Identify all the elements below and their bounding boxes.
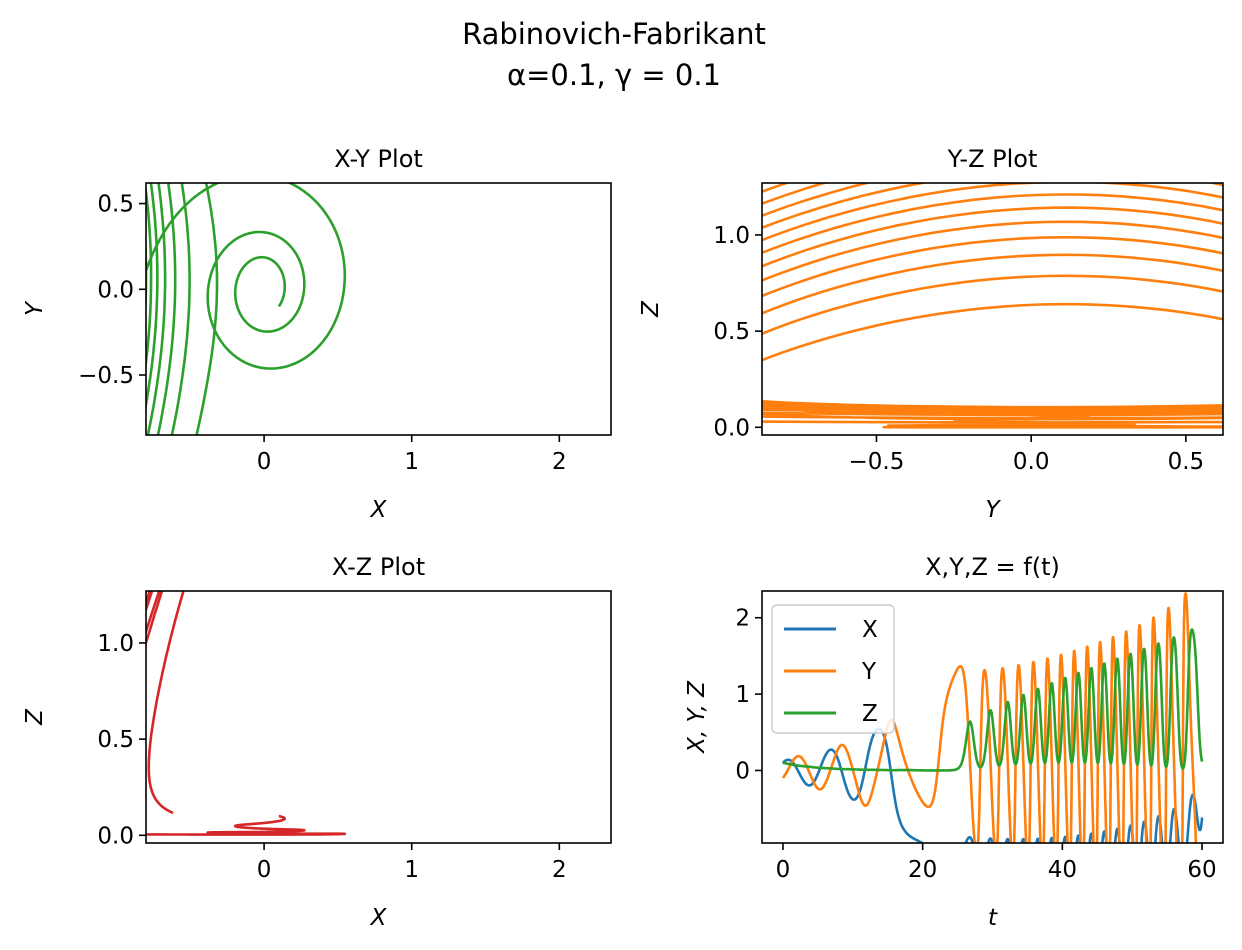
axes-frame: [145, 590, 612, 844]
x-tick-label: 40: [1048, 857, 1077, 883]
x-axis-label: X: [370, 905, 388, 931]
y-tick-label: 0.5: [97, 727, 134, 753]
x-tick-label: 1: [404, 857, 419, 883]
series-line-z: [781, 628, 1204, 772]
y-axis-label: Z: [22, 708, 48, 726]
panel-title: X-Z Plot: [332, 553, 425, 581]
x-tick-label: 1: [404, 449, 419, 475]
x-tick-label: 0: [257, 449, 272, 475]
y-tick-label: 0.0: [97, 823, 134, 849]
y-tick-label: 0.5: [97, 192, 134, 218]
panel-1: 0 1 2 −0.5 0.0 0.5 X-Y Plot X Y: [22, 145, 612, 523]
x-tick-label: 0: [257, 857, 272, 883]
panel-4: 0 20 40 60 0 1 2 X,Y,Z = f(t) t X, Y, Z XYZ: [684, 553, 1224, 931]
x-tick-label: 2: [552, 857, 567, 883]
y-tick-label: 2: [735, 606, 750, 632]
y-tick-label: −0.5: [78, 363, 134, 389]
trajectory-line: [146, 183, 347, 435]
panel-title: Y-Z Plot: [947, 145, 1038, 173]
y-axis-label: X, Y, Z: [684, 680, 710, 754]
y-tick-label: 0: [735, 758, 750, 784]
y-tick-label: 0.5: [713, 319, 750, 345]
x-tick-label: 60: [1187, 857, 1216, 883]
x-tick-label: 0.5: [1168, 449, 1205, 475]
axes-frame: [145, 182, 612, 436]
legend: XYZ: [771, 604, 895, 734]
y-axis-label: Y: [22, 300, 48, 316]
trajectory-line: [146, 591, 347, 836]
y-tick-label: 1: [735, 682, 750, 708]
panel-title: X,Y,Z = f(t): [925, 553, 1060, 581]
x-tick-label: 2: [552, 449, 567, 475]
panel-2: −0.5 0.0 0.5 0.0 0.5 1.0 Y-Z Plot Y Z: [638, 145, 1224, 523]
y-tick-label: 1.0: [97, 631, 134, 657]
figure-suptitle-line1: Rabinovich-Fabrikant: [462, 17, 766, 51]
axes-frame: [761, 182, 1224, 436]
x-tick-label: 0.0: [1013, 449, 1050, 475]
x-axis-label: Y: [985, 497, 1001, 523]
legend-box: [771, 604, 895, 734]
y-axis-label: Z: [638, 300, 664, 318]
x-axis-label: t: [988, 905, 998, 931]
panel-3: 0 1 2 0.0 0.5 1.0 X-Z Plot X Z: [22, 553, 612, 931]
legend-label-z: Z: [862, 701, 878, 727]
plot-area: [146, 591, 611, 843]
figure-suptitle-line2: α=0.1, γ = 0.1: [507, 58, 721, 92]
plot-area: [146, 183, 611, 435]
legend-label-x: X: [862, 617, 878, 643]
x-tick-label: −0.5: [849, 449, 905, 475]
x-axis-label: X: [370, 497, 388, 523]
x-tick-label: 20: [908, 857, 937, 883]
x-tick-label: 0: [776, 857, 791, 883]
y-tick-label: 0.0: [97, 277, 134, 303]
y-tick-label: 0.0: [713, 415, 750, 441]
y-tick-label: 1.0: [713, 223, 750, 249]
legend-label-y: Y: [861, 659, 877, 685]
axes-frame: [761, 590, 1224, 844]
panel-title: X-Y Plot: [334, 145, 423, 173]
